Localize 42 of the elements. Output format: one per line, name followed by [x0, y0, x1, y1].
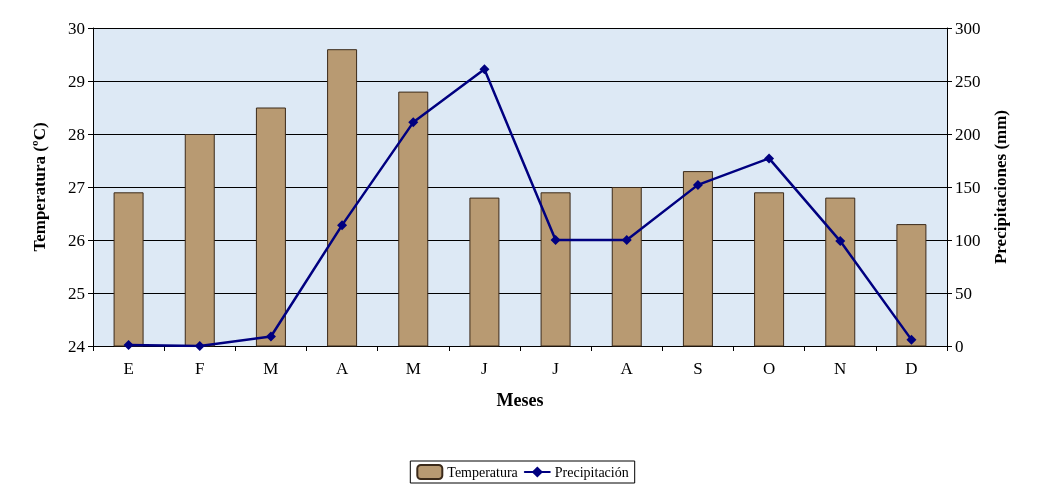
- y2-tick-label: 0: [955, 336, 964, 356]
- y2-tick-label: 200: [955, 124, 981, 144]
- x-tick-label: J: [481, 359, 489, 378]
- point: [337, 220, 348, 231]
- x-tick-label: A: [620, 359, 634, 378]
- y2-axis-title: Precipitaciones (mm): [991, 109, 1010, 265]
- x-tick-label: F: [195, 359, 205, 378]
- point: [408, 117, 419, 128]
- x-axis-title: Meses: [496, 390, 544, 410]
- x-tick-label: D: [905, 359, 918, 378]
- x-tick-label: O: [762, 359, 776, 378]
- legend-label: Precipitación: [554, 464, 629, 480]
- x-tick-label: A: [335, 359, 349, 378]
- x-tick-label: S: [693, 359, 703, 378]
- point: [479, 64, 490, 75]
- point: [906, 334, 917, 345]
- point: [835, 236, 846, 247]
- legend-label: Temperatura: [447, 464, 519, 480]
- point: [265, 331, 276, 342]
- y2-tick-label: 100: [955, 230, 981, 250]
- y2-tick-label: 150: [955, 177, 981, 197]
- x-tick-label: E: [123, 359, 134, 378]
- y-tick-label: 26: [68, 230, 85, 250]
- y-tick-label: 28: [68, 124, 85, 144]
- y-tick-label: 24: [68, 336, 86, 356]
- point: [692, 179, 703, 190]
- point: [123, 339, 134, 350]
- point: [550, 235, 561, 245]
- x-tick-label: N: [834, 359, 847, 378]
- x-tick-label: J: [552, 359, 560, 378]
- y2-tick-label: 300: [955, 18, 981, 38]
- y-tick-label: 25: [68, 283, 85, 303]
- y-tick-label: 27: [68, 177, 86, 197]
- y-tick-label: 29: [68, 71, 85, 91]
- x-tick-label: M: [263, 359, 279, 378]
- y-tick-label: 30: [68, 18, 85, 38]
- point: [194, 341, 205, 351]
- y2-tick-label: 50: [955, 283, 972, 303]
- x-tick-label: M: [405, 359, 421, 378]
- point: [764, 153, 775, 164]
- y2-tick-label: 250: [955, 71, 981, 91]
- y-axis-title: Temperatura (ºC): [30, 122, 49, 252]
